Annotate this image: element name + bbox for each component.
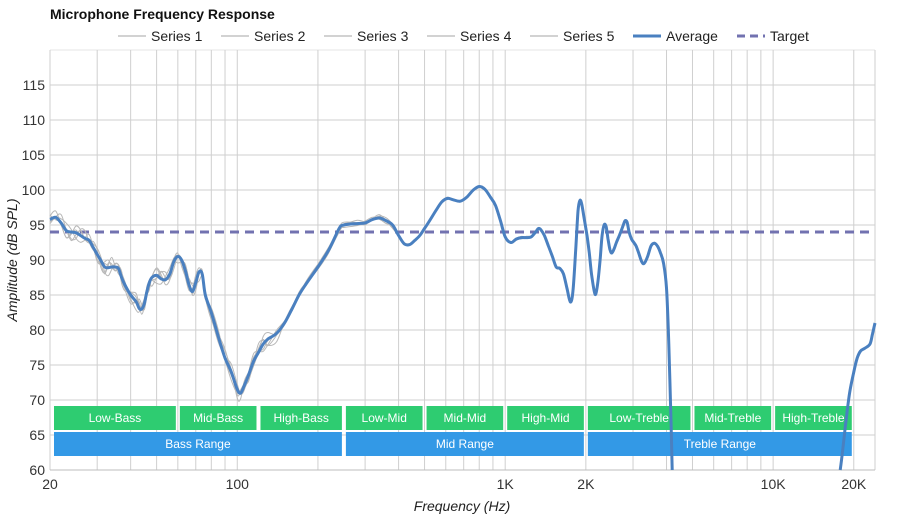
y-tick-label: 65 — [29, 427, 45, 443]
legend-label: Target — [770, 28, 809, 44]
band-bar — [426, 406, 504, 430]
y-tick-label: 60 — [29, 462, 45, 478]
legend-label: Average — [666, 28, 718, 44]
legend: Series 1 Series 2 Series 3 Series 4 Series 5… — [118, 28, 809, 44]
band-bar — [54, 406, 176, 430]
x-tick-label: 1K — [497, 476, 515, 492]
band-label: Bass Range — [165, 437, 231, 451]
x-tick-label: 20K — [841, 476, 867, 492]
average-series — [49, 185, 877, 471]
band-label: Mid-Treble — [704, 411, 761, 425]
y-tick-label: 115 — [23, 77, 46, 93]
band-bar — [587, 406, 691, 430]
y-tick-label: 75 — [29, 357, 45, 373]
average-line-tail — [838, 322, 877, 471]
x-tick-label: 10K — [761, 476, 787, 492]
average-line — [49, 185, 674, 471]
y-tick-label: 90 — [29, 252, 45, 268]
x-tick-label: 20 — [42, 476, 58, 492]
y-axis-title: Amplitude (dB SPL) — [4, 199, 20, 323]
band-bar — [345, 406, 423, 430]
legend-label: Series 1 — [151, 28, 203, 44]
x-tick-label: 100 — [226, 476, 250, 492]
y-tick-label: 110 — [23, 112, 46, 128]
band-label: High-Mid — [522, 411, 570, 425]
chart-title: Microphone Frequency Response — [50, 6, 275, 22]
grid — [49, 49, 876, 471]
band-label: Mid Range — [436, 437, 494, 451]
legend-label: Series 4 — [460, 28, 512, 44]
band-label: Low-Mid — [362, 411, 407, 425]
band-label: Treble Range — [684, 437, 757, 451]
band-bar — [587, 432, 852, 456]
band-label: Mid-Bass — [193, 411, 243, 425]
band-bar — [775, 406, 852, 430]
x-tick-label: 2K — [577, 476, 595, 492]
y-tick-label: 105 — [22, 147, 46, 163]
x-axis-title: Frequency (Hz) — [414, 498, 510, 514]
y-tick-label: 100 — [22, 182, 46, 198]
legend-label: Series 2 — [254, 28, 306, 44]
legend-label: Series 3 — [357, 28, 409, 44]
x-axis-ticks: 20 100 1K 2K 10K 20K — [42, 476, 867, 492]
y-tick-label: 70 — [29, 392, 45, 408]
band-label: High-Bass — [274, 411, 329, 425]
band-bar — [694, 406, 772, 430]
y-tick-label: 80 — [29, 322, 45, 338]
y-tick-label: 95 — [29, 217, 45, 233]
band-bar — [179, 406, 257, 430]
band-label: Mid-Mid — [444, 411, 487, 425]
band-label: High-Treble — [782, 411, 845, 425]
band-bar — [260, 406, 342, 430]
y-tick-label: 85 — [29, 287, 45, 303]
band-label: Low-Bass — [89, 411, 142, 425]
frequency-bands: Low-Bass Mid-Bass High-Bass Low-Mid Mid-Mid H… — [54, 406, 852, 456]
band-bar — [507, 406, 584, 430]
y-axis-ticks: 60 65 70 75 80 85 90 95 100 105 110 115 — [22, 77, 46, 478]
band-bar — [345, 432, 584, 456]
band-label: Low-Treble — [609, 411, 669, 425]
band-bar — [54, 432, 342, 456]
legend-label: Series 5 — [563, 28, 615, 44]
